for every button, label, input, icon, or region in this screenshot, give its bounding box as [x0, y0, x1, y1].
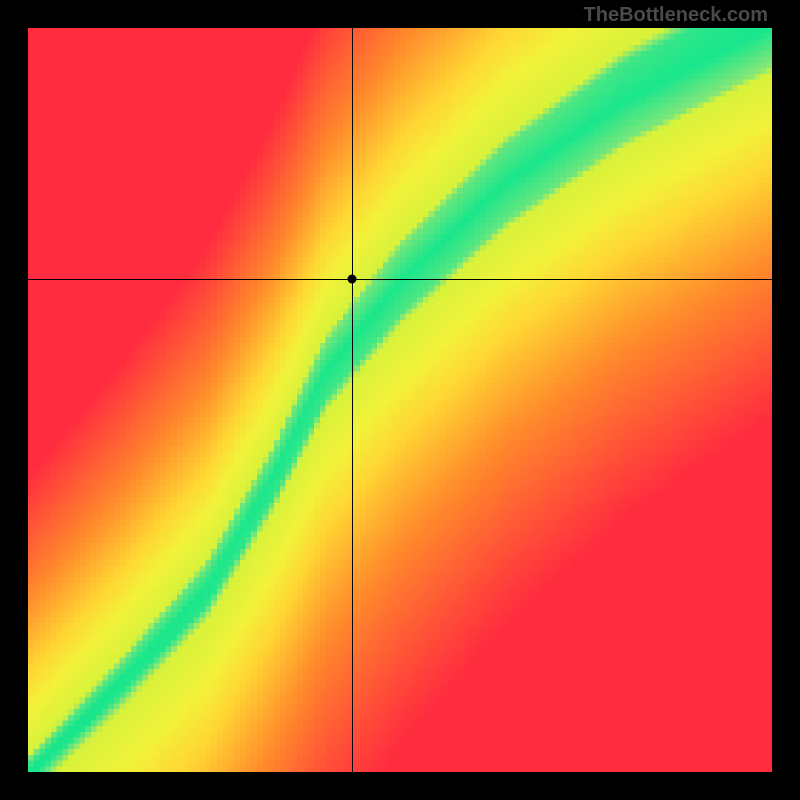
- chart-container: { "watermark": { "text": "TheBottleneck.…: [0, 0, 800, 800]
- watermark-text: TheBottleneck.com: [584, 4, 768, 27]
- bottleneck-heatmap: [28, 28, 772, 772]
- heatmap-canvas: [28, 28, 772, 772]
